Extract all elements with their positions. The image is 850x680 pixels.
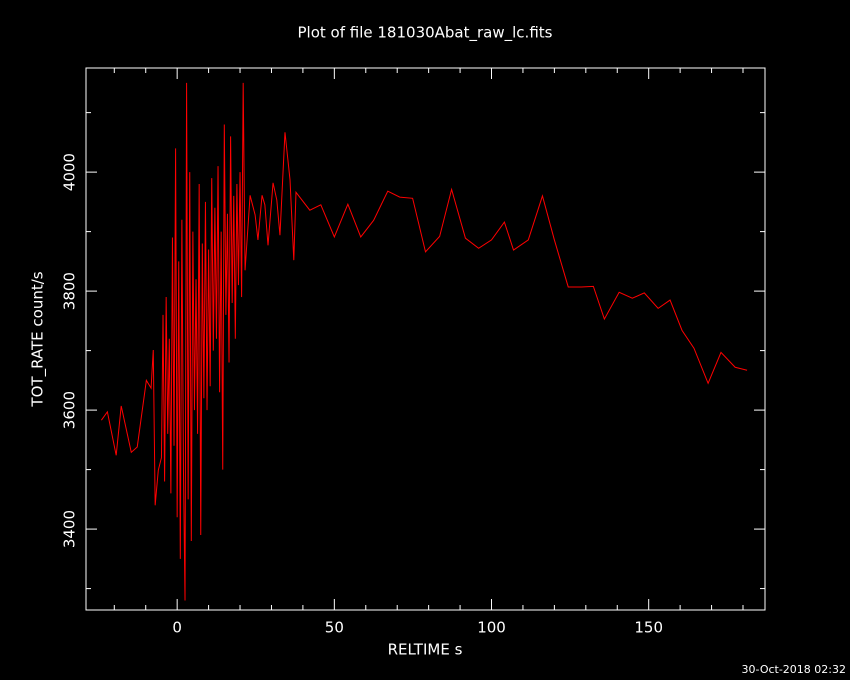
data-line: [100, 82, 748, 601]
y-tick-label: 3600: [61, 391, 79, 429]
plot-frame: [85, 67, 766, 611]
y-tick-label: 4000: [61, 153, 79, 191]
x-tick-label: 0: [172, 619, 182, 637]
x-tick-label: 50: [325, 619, 344, 637]
y-axis-label: TOT_RATE count/s: [29, 271, 48, 407]
x-tick-label: 150: [634, 619, 663, 637]
footnote: 30-Oct-2018 02:32: [742, 663, 846, 676]
chart-title: Plot of file 181030Abat_raw_lc.fits: [298, 24, 553, 43]
y-tick-label: 3800: [61, 272, 79, 310]
x-axis-label: RELTIME s: [388, 641, 463, 659]
y-tick-label: 3400: [61, 510, 79, 548]
x-tick-label: 100: [477, 619, 506, 637]
